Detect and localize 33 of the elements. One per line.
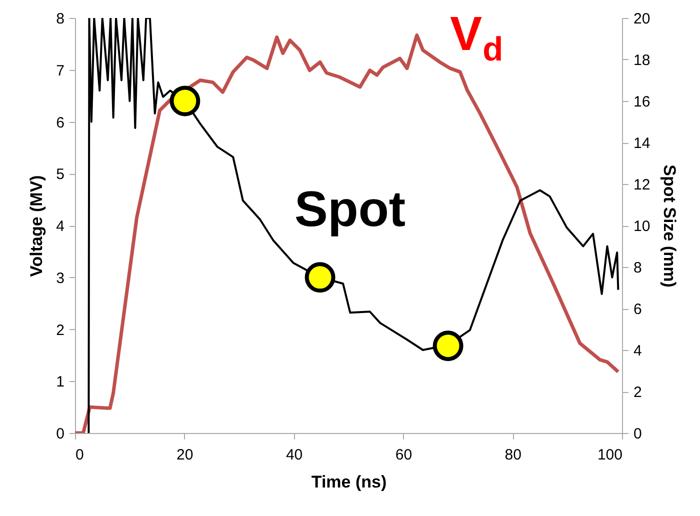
y2-tick-label: 16 bbox=[634, 94, 650, 110]
y-tick-label: 8 bbox=[56, 10, 64, 28]
y2-tick-label: 2 bbox=[634, 384, 642, 401]
y2-axis-title: Spot Size (mm) bbox=[660, 164, 680, 288]
x-tick-label: 40 bbox=[286, 446, 303, 464]
y-tick-label: 6 bbox=[56, 114, 64, 132]
y-axis-title: Voltage (MV) bbox=[27, 175, 46, 277]
x-tick-label: 80 bbox=[504, 446, 522, 464]
y-tick-label: 0 bbox=[56, 426, 64, 442]
x-tick-label: 100 bbox=[597, 446, 622, 464]
y-tick-label: 2 bbox=[56, 322, 64, 339]
series-label: Spot bbox=[294, 181, 406, 237]
y-tick-label: 4 bbox=[56, 218, 64, 235]
point bbox=[304, 262, 336, 293]
x-axis-title: Time (ns) bbox=[311, 472, 387, 492]
x-tick-label: 60 bbox=[395, 446, 412, 464]
y2-tick-label: 4 bbox=[634, 342, 642, 360]
point bbox=[432, 330, 464, 362]
y-tick-label: 5 bbox=[56, 166, 64, 184]
y2-tick-label: 8 bbox=[634, 260, 642, 276]
y2-tick-label: 14 bbox=[634, 135, 650, 152]
x-tick-label: 0 bbox=[76, 446, 84, 464]
point bbox=[170, 86, 200, 116]
x-tick-label: 20 bbox=[176, 446, 194, 464]
y-tick-label: 7 bbox=[56, 62, 64, 80]
y2-tick-label: 10 bbox=[634, 218, 650, 235]
y-tick-label: 1 bbox=[56, 374, 64, 391]
y2-tick-label: 12 bbox=[634, 176, 650, 194]
y2-tick-label: 18 bbox=[634, 52, 650, 69]
y2-tick-label: 0 bbox=[634, 426, 642, 442]
y2-tick-label: 20 bbox=[634, 10, 650, 28]
y-tick-label: 3 bbox=[56, 270, 64, 287]
y2-tick-label: 6 bbox=[634, 301, 642, 318]
